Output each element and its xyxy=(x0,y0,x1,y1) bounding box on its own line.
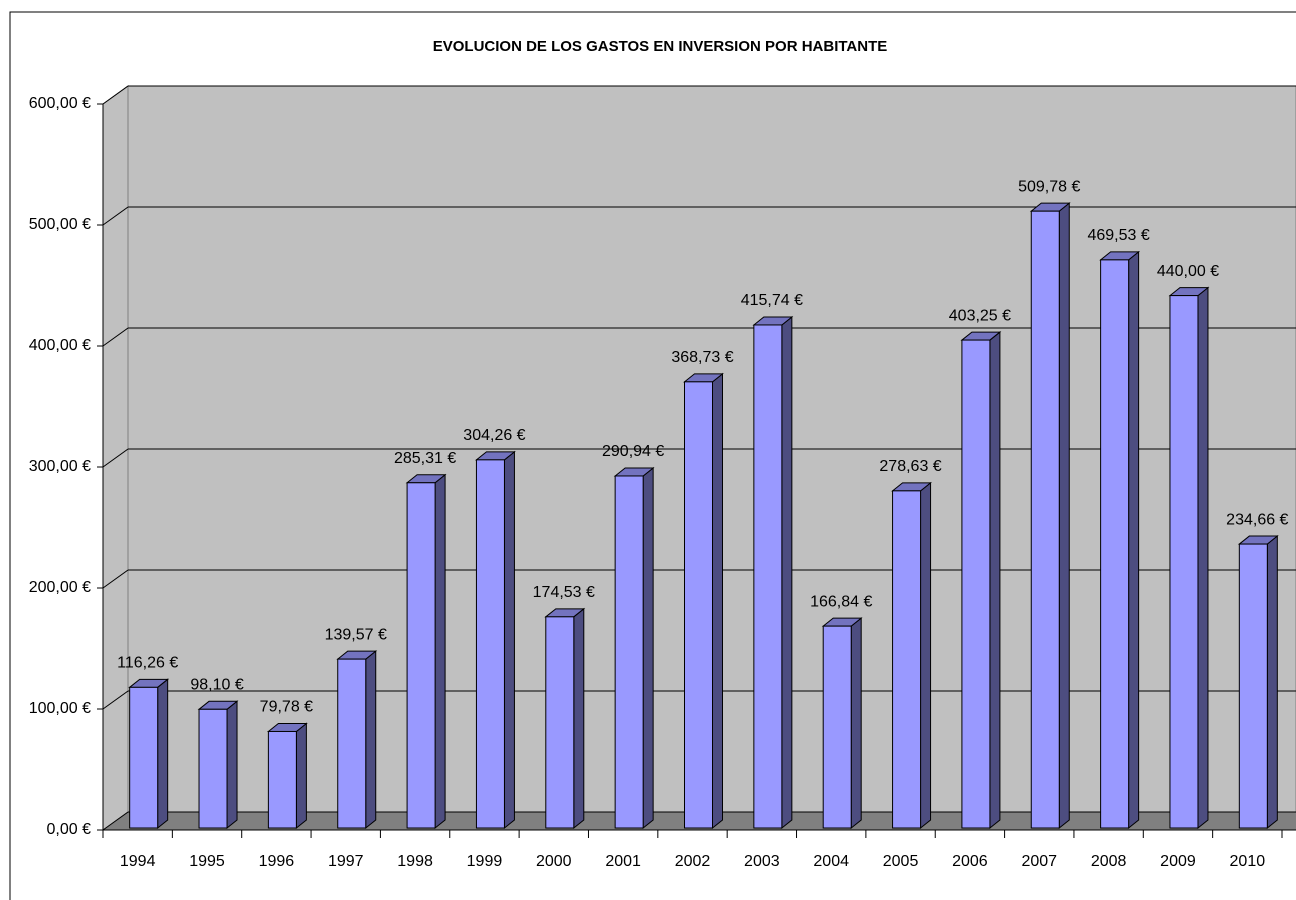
value-label: 278,63 € xyxy=(879,458,941,475)
bar xyxy=(1100,259,1130,829)
x-tick-label: 2005 xyxy=(883,853,919,870)
bar xyxy=(892,490,922,829)
bar-side xyxy=(434,473,446,830)
bar-side xyxy=(642,466,654,830)
bar xyxy=(198,708,228,829)
value-label: 116,26 € xyxy=(117,655,178,672)
y-tick-label: 600,00 € xyxy=(29,95,91,112)
bar-side xyxy=(989,331,1001,830)
x-tick-label: 2006 xyxy=(952,853,988,870)
bar-side xyxy=(712,372,723,830)
x-tick-label: 1999 xyxy=(467,853,503,870)
value-label: 285,31 € xyxy=(394,450,456,467)
x-tick-label: 1994 xyxy=(120,853,156,870)
bar-side xyxy=(1197,286,1209,830)
bar xyxy=(614,475,644,829)
value-label: 290,94 € xyxy=(602,443,664,460)
grid-line-side xyxy=(102,206,129,226)
x-tick-label: 2010 xyxy=(1230,853,1266,870)
bar-side xyxy=(295,722,307,830)
grid-line-side xyxy=(102,811,129,831)
bar xyxy=(475,459,505,829)
value-label: 166,84 € xyxy=(810,593,872,610)
value-label: 469,53 € xyxy=(1087,227,1149,244)
bar xyxy=(545,616,575,829)
bar-side xyxy=(157,678,169,830)
bar xyxy=(1030,210,1060,829)
x-tick-label: 2001 xyxy=(605,853,641,870)
x-tick-label: 2000 xyxy=(536,853,572,870)
grid-line-side xyxy=(102,448,129,468)
bar xyxy=(1238,543,1268,829)
bar-side xyxy=(503,450,515,830)
value-label: 139,57 € xyxy=(325,626,387,643)
value-label: 234,66 € xyxy=(1226,511,1288,528)
y-tick-label: 300,00 € xyxy=(29,458,91,475)
value-label: 403,25 € xyxy=(949,307,1011,324)
y-tick-label: 200,00 € xyxy=(29,579,91,596)
x-tick-label: 2007 xyxy=(1021,853,1057,870)
value-label: 368,73 € xyxy=(671,349,733,366)
value-label: 98,10 € xyxy=(190,677,243,694)
bar-side xyxy=(1058,202,1070,830)
y-tick-label: 500,00 € xyxy=(29,216,91,233)
x-tick-label: 2002 xyxy=(675,853,711,870)
x-tick-label: 2008 xyxy=(1091,853,1127,870)
y-tick-label: 400,00 € xyxy=(29,337,91,354)
bar-side xyxy=(920,481,932,830)
bar-side xyxy=(573,607,585,830)
x-tick-label: 1995 xyxy=(189,853,225,870)
bar xyxy=(684,381,713,829)
value-label: 79,78 € xyxy=(260,699,313,716)
grid-line-side xyxy=(102,327,129,347)
grid-line-side xyxy=(102,569,129,589)
bar xyxy=(129,686,159,829)
x-tick-label: 2004 xyxy=(813,853,849,870)
bar xyxy=(753,324,783,829)
bar xyxy=(406,482,436,829)
bar-side xyxy=(1266,535,1278,830)
x-tick-label: 1996 xyxy=(259,853,295,870)
bar xyxy=(961,339,991,829)
x-tick-label: 2003 xyxy=(744,853,780,870)
value-label: 440,00 € xyxy=(1157,263,1219,280)
bar xyxy=(1169,295,1199,829)
bar-side xyxy=(365,650,377,830)
bar-side xyxy=(781,315,793,830)
bar xyxy=(822,625,852,829)
bar-side xyxy=(1128,250,1140,830)
bar-side xyxy=(850,617,862,830)
grid-line-side xyxy=(102,690,129,710)
chart-title: EVOLUCION DE LOS GASTOS EN INVERSION POR… xyxy=(433,38,888,55)
y-tick-label: 100,00 € xyxy=(29,700,91,717)
value-label: 304,26 € xyxy=(463,427,525,444)
x-tick-label: 1998 xyxy=(397,853,433,870)
bar-side xyxy=(226,700,238,830)
value-label: 509,78 € xyxy=(1018,178,1080,195)
grid-line-side xyxy=(102,85,129,105)
bar xyxy=(267,730,297,829)
x-tick-label: 2009 xyxy=(1160,853,1196,870)
value-label: 174,53 € xyxy=(533,584,595,601)
value-label: 415,74 € xyxy=(741,292,803,309)
y-tick-label: 0,00 € xyxy=(47,821,92,838)
bar xyxy=(337,658,367,829)
x-tick-label: 1997 xyxy=(328,853,364,870)
